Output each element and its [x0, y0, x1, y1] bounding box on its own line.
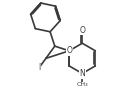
Text: N: N — [79, 69, 85, 78]
Text: O: O — [79, 26, 85, 35]
Text: O: O — [66, 46, 72, 55]
Text: CH₃: CH₃ — [76, 82, 88, 87]
Text: I: I — [38, 63, 40, 72]
